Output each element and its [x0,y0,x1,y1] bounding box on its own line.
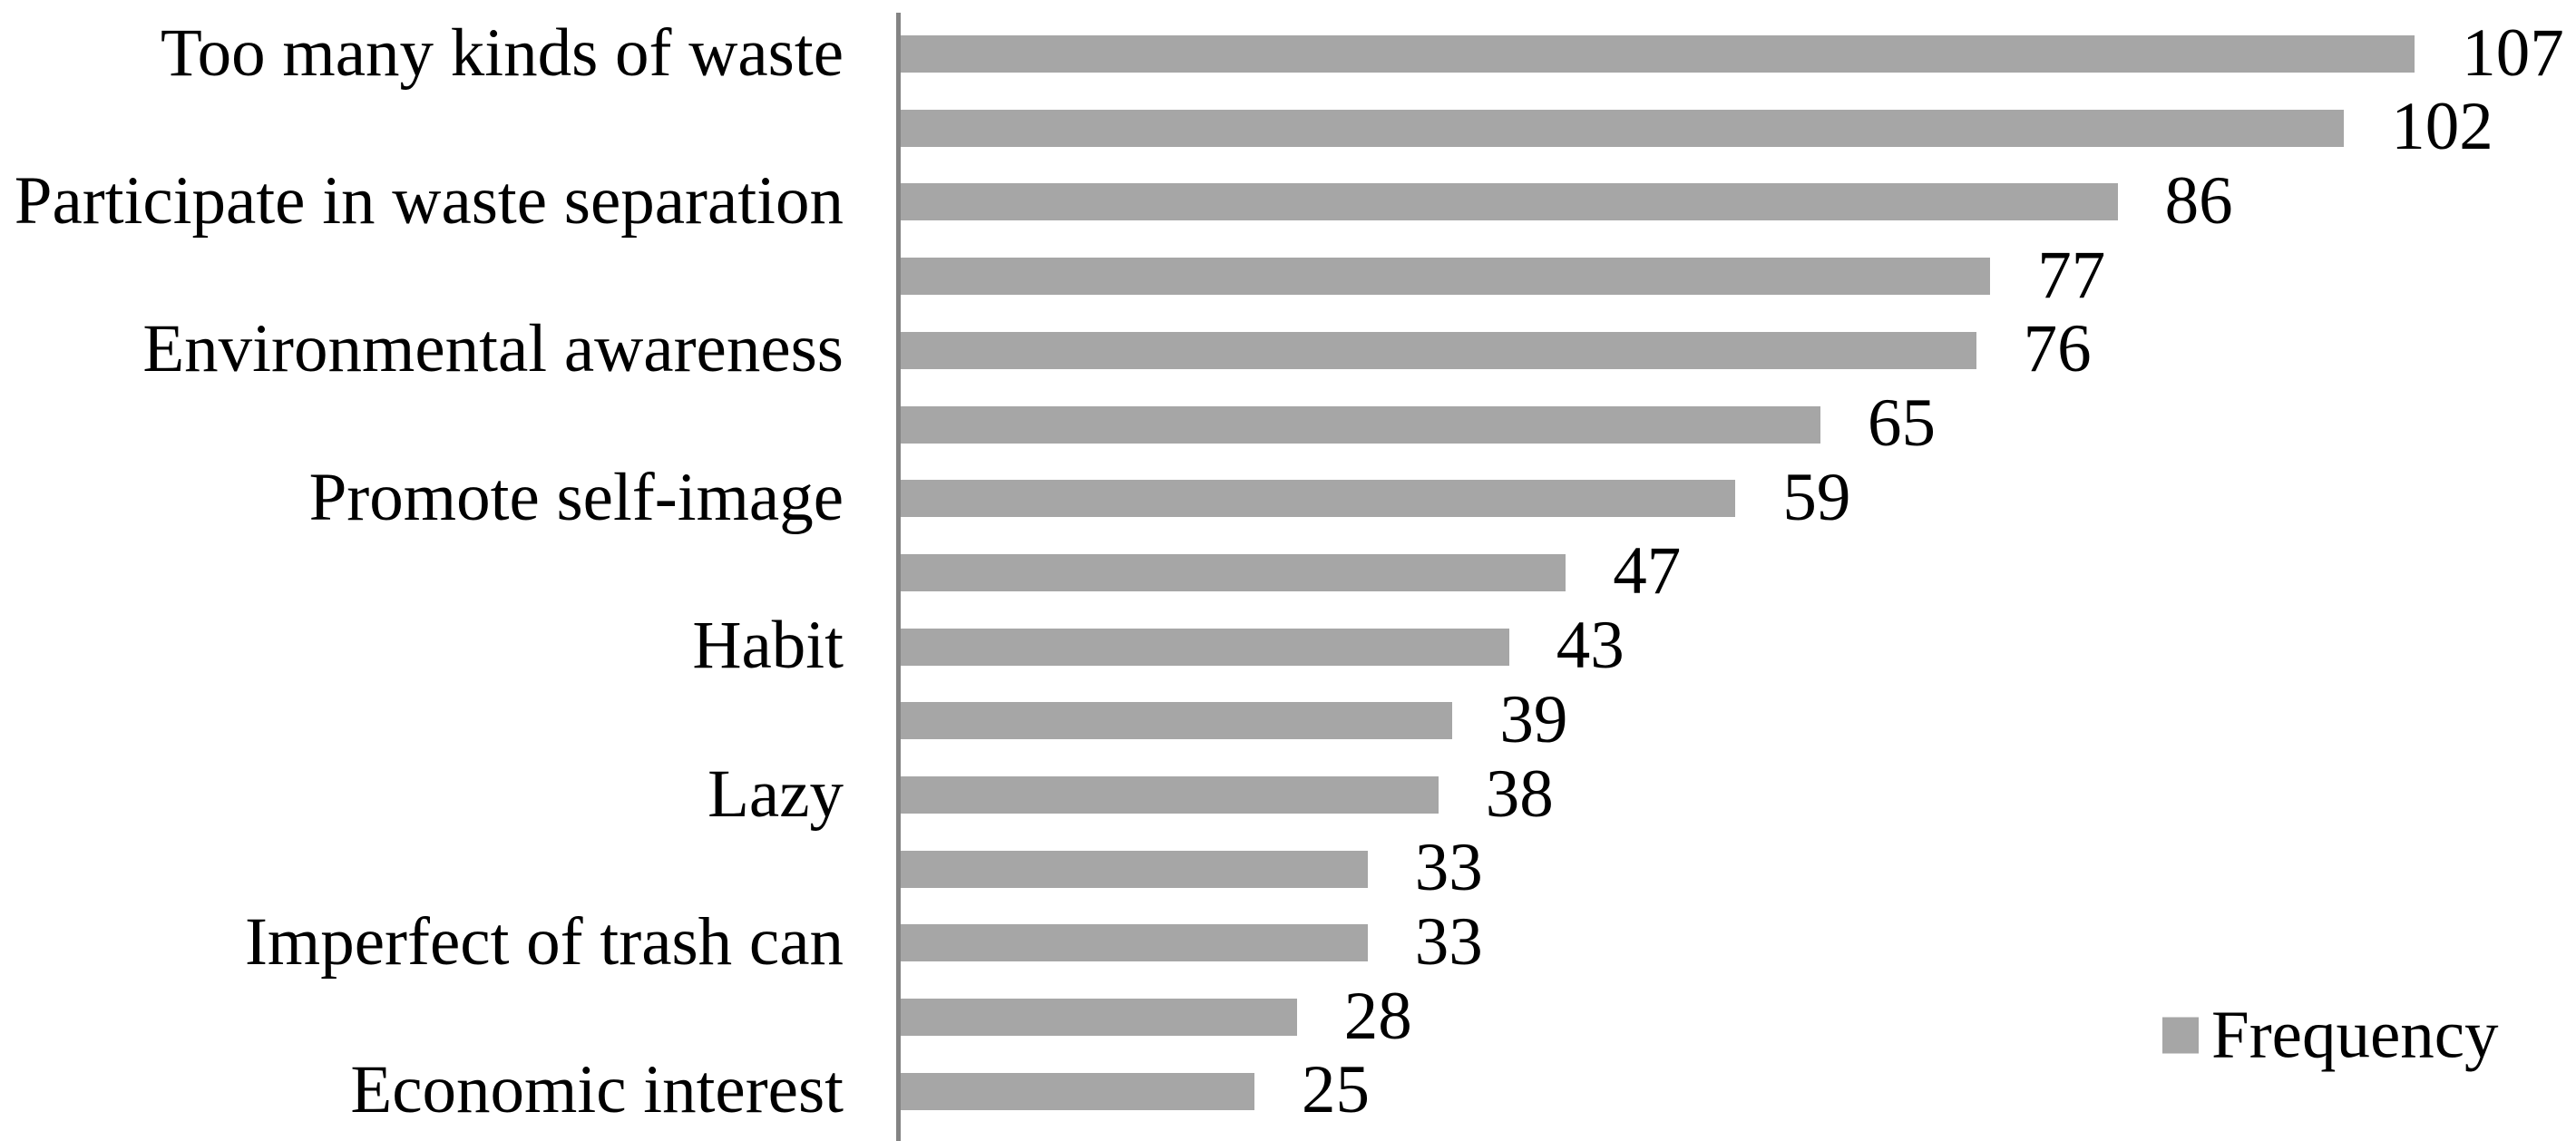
category-label: Imperfect of trash can [244,903,844,980]
frequency-bar [901,702,1453,740]
value-label: 38 [1485,756,1554,832]
value-label: 25 [1302,1052,1370,1128]
value-label: 65 [1868,385,1936,461]
frequency-bar [901,924,1368,962]
frequency-bar [901,35,2415,73]
category-label: Too many kinds of waste [161,15,844,91]
value-label: 107 [2462,15,2564,91]
frequency-bar [901,183,2118,221]
value-label: 102 [2391,89,2493,165]
value-label: 76 [2023,311,2092,387]
legend-frequency-swatch [2162,1017,2199,1053]
value-label: 33 [1414,903,1483,980]
value-label: 33 [1414,830,1483,906]
category-label: Promote self-image [308,459,844,535]
frequency-bar [901,553,1566,591]
value-label: 86 [2164,162,2233,239]
frequency-bar [901,1072,1254,1110]
frequency-bar [901,405,1820,444]
category-label: Habit [692,608,844,684]
value-label: 47 [1613,533,1682,610]
category-label: Environmental awareness [142,311,844,387]
value-label: 28 [1343,978,1412,1054]
frequency-bar [901,480,1736,518]
frequency-bar [901,109,2345,147]
value-label: 39 [1499,681,1568,757]
frequency-bar [901,850,1368,888]
value-label: 43 [1556,608,1625,684]
frequency-bar [901,258,1991,296]
category-label: Lazy [707,756,844,832]
legend: Frequency [2162,1001,2499,1069]
value-label: 59 [1782,459,1851,535]
category-axis-line [896,13,901,1141]
category-label: Economic interest [350,1052,844,1128]
frequency-bar [901,776,1439,814]
legend-frequency-label: Frequency [2211,997,2499,1073]
frequency-bar [901,999,1297,1037]
value-label: 77 [2037,237,2106,313]
frequency-bar [901,331,1976,369]
frequency-bar [901,628,1509,666]
category-label: Participate in waste separation [14,162,844,239]
